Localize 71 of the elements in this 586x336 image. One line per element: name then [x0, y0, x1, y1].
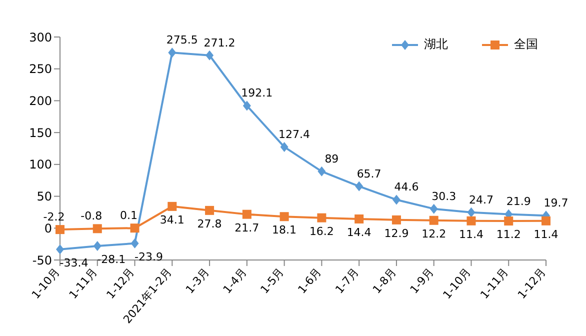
- point: [354, 214, 364, 224]
- data-label: 271.2: [204, 36, 236, 50]
- data-label: 30.3: [432, 190, 456, 203]
- legend-label: 湖北: [424, 36, 448, 53]
- point: [317, 213, 326, 222]
- y-tick-label: 50: [36, 190, 52, 204]
- y-tick-label: 0: [44, 221, 52, 236]
- data-label: -33.4: [60, 256, 88, 270]
- point: [168, 48, 176, 58]
- data-label: -2.2: [43, 210, 65, 224]
- point: [429, 216, 438, 225]
- data-label: -28.1: [97, 253, 126, 266]
- point: [206, 50, 214, 60]
- point: [242, 100, 251, 111]
- data-label: 192.1: [241, 86, 273, 100]
- point: [280, 142, 288, 152]
- point: [466, 216, 476, 226]
- data-label: 34.1: [160, 213, 184, 226]
- data-label: 27.8: [197, 217, 222, 230]
- data-label: 44.6: [394, 180, 419, 194]
- data-label: 65.7: [356, 167, 382, 180]
- data-label: 21.7: [234, 221, 260, 234]
- y-tick-label: 300: [29, 30, 52, 44]
- point: [130, 238, 139, 248]
- data-label: 11.4: [534, 228, 558, 241]
- y-tick-label: 150: [29, 126, 52, 140]
- point: [205, 206, 214, 215]
- x-tick-label: 1-6月: [295, 266, 324, 296]
- point: [542, 216, 550, 226]
- data-label: 21.9: [506, 195, 531, 208]
- point: [280, 212, 289, 222]
- point: [93, 241, 102, 252]
- x-tick-label: 1-5月: [258, 266, 287, 296]
- x-tick-label: 1-9月: [408, 266, 436, 296]
- point: [92, 224, 102, 234]
- data-label: 12.9: [384, 226, 409, 240]
- data-label: -0.8: [80, 210, 102, 223]
- data-label: 24.7: [468, 193, 494, 206]
- data-label: 18.1: [272, 224, 297, 237]
- point: [56, 225, 64, 234]
- point: [392, 215, 401, 224]
- data-label: 19.7: [544, 196, 568, 210]
- y-tick-label: -50: [32, 253, 52, 268]
- point: [318, 166, 326, 176]
- x-tick-label: 1-3月: [183, 266, 212, 296]
- data-label: 16.2: [309, 224, 334, 238]
- point: [130, 224, 140, 233]
- point: [168, 202, 177, 211]
- y-tick-label: 250: [29, 62, 52, 76]
- point: [56, 244, 64, 254]
- y-tick-label: 100: [29, 158, 52, 172]
- point: [467, 207, 476, 218]
- point: [242, 210, 252, 219]
- y-tick-label: 200: [29, 94, 52, 108]
- x-tick-label: 1-8月: [370, 266, 399, 296]
- point: [430, 204, 438, 214]
- data-label: 11.2: [496, 228, 521, 242]
- data-label: 0.1: [120, 209, 138, 222]
- data-label: -23.9: [134, 250, 164, 264]
- x-tick-label: 1-4月: [220, 266, 250, 296]
- point: [504, 216, 514, 226]
- point: [355, 181, 364, 192]
- legend-label: 全国: [514, 36, 538, 53]
- data-label: 14.4: [346, 226, 372, 239]
- data-label: 12.2: [422, 227, 446, 240]
- data-label: 89: [324, 152, 339, 166]
- x-tick-label: 1-7月: [332, 266, 362, 296]
- point: [392, 194, 400, 205]
- data-label: 127.4: [278, 128, 310, 141]
- data-label: 11.4: [458, 228, 484, 241]
- data-label: 275.5: [166, 34, 198, 47]
